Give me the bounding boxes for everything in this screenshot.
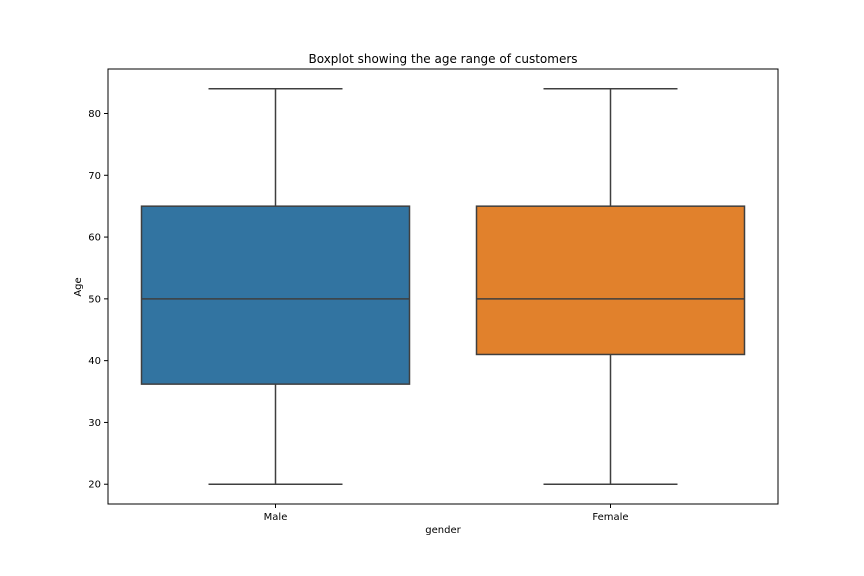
y-tick-label: 40 xyxy=(88,356,101,367)
box-female xyxy=(475,88,746,485)
y-axis-label: Age xyxy=(73,277,84,296)
y-tick-label: 20 xyxy=(88,480,101,491)
x-tick-label: Female xyxy=(592,512,628,523)
axes-frame xyxy=(107,68,779,505)
y-tick-label: 30 xyxy=(88,418,101,429)
x-tick-label: Male xyxy=(264,512,288,523)
chart-title: Boxplot showing the age range of custome… xyxy=(308,52,577,66)
y-tick-label: 60 xyxy=(88,233,101,244)
plot-area xyxy=(140,88,746,485)
iqr-box xyxy=(140,205,411,385)
box-male xyxy=(140,88,411,485)
y-tick-label: 70 xyxy=(88,171,101,182)
y-tick-label: 80 xyxy=(88,109,101,120)
x-axis-label: gender xyxy=(425,525,461,536)
iqr-box xyxy=(475,205,746,356)
y-tick-label: 50 xyxy=(88,294,101,305)
